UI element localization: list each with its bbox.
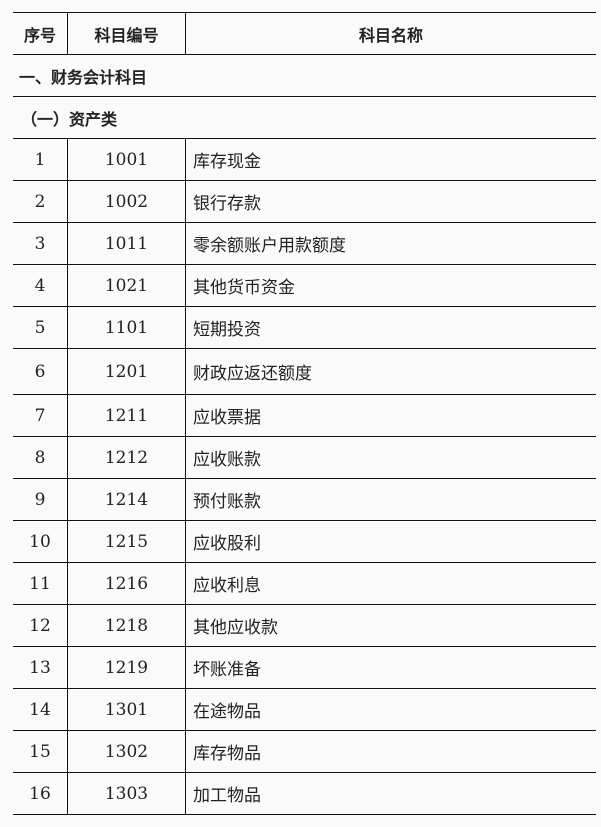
row-no: 15 (13, 730, 68, 773)
row-no: 1 (13, 138, 68, 181)
row-name: 应收利息 (185, 562, 596, 605)
row-name: 应收股利 (185, 520, 596, 563)
table-row: 3 1011 零余额账户用款额度 (13, 222, 596, 265)
row-name: 在途物品 (185, 688, 596, 731)
table-row: 14 1301 在途物品 (13, 688, 596, 731)
header-no: 序号 (13, 12, 68, 55)
row-name: 应收票据 (185, 394, 596, 437)
row-code: 1212 (67, 436, 186, 479)
section-row: 一、财务会计科目 (13, 54, 596, 97)
table-row: 12 1218 其他应收款 (13, 604, 596, 647)
table-row: 9 1214 预付账款 (13, 478, 596, 521)
row-code: 1218 (67, 604, 186, 647)
row-no: 4 (13, 264, 68, 307)
table-row: 16 1303 加工物品 (13, 772, 596, 815)
row-code: 1302 (67, 730, 186, 773)
row-no: 14 (13, 688, 68, 731)
row-code: 1201 (67, 348, 186, 395)
table-row: 4 1021 其他货币资金 (13, 264, 596, 307)
row-no: 2 (13, 180, 68, 223)
row-code: 1303 (67, 772, 186, 815)
row-code: 1301 (67, 688, 186, 731)
table-header-row: 序号 科目编号 科目名称 (13, 12, 596, 55)
table-row: 8 1212 应收账款 (13, 436, 596, 479)
row-no: 12 (13, 604, 68, 647)
row-code: 1215 (67, 520, 186, 563)
subsection-title: （一）资产类 (13, 96, 596, 139)
header-name: 科目名称 (185, 12, 596, 55)
chart-of-accounts-table: 序号 科目编号 科目名称 一、财务会计科目 （一）资产类 1 1001 库存现金 2 1… (13, 12, 596, 815)
row-name: 财政应返还额度 (185, 348, 596, 395)
row-code: 1101 (67, 306, 186, 349)
table-row: 13 1219 坏账准备 (13, 646, 596, 689)
row-name: 坏账准备 (185, 646, 596, 689)
row-no: 7 (13, 394, 68, 437)
row-name: 库存物品 (185, 730, 596, 773)
row-no: 10 (13, 520, 68, 563)
row-no: 6 (13, 348, 68, 395)
subsection-row: （一）资产类 (13, 96, 596, 139)
table-row: 15 1302 库存物品 (13, 730, 596, 773)
row-code: 1211 (67, 394, 186, 437)
table-row: 11 1216 应收利息 (13, 562, 596, 605)
table-row: 1 1001 库存现金 (13, 138, 596, 181)
row-name: 零余额账户用款额度 (185, 222, 596, 265)
row-no: 9 (13, 478, 68, 521)
row-code: 1219 (67, 646, 186, 689)
row-code: 1214 (67, 478, 186, 521)
row-name: 其他应收款 (185, 604, 596, 647)
row-name: 库存现金 (185, 138, 596, 181)
row-name: 预付账款 (185, 478, 596, 521)
row-name: 应收账款 (185, 436, 596, 479)
section-title: 一、财务会计科目 (13, 54, 596, 97)
table-row: 7 1211 应收票据 (13, 394, 596, 437)
table-row: 10 1215 应收股利 (13, 520, 596, 563)
row-code: 1001 (67, 138, 186, 181)
row-name: 银行存款 (185, 180, 596, 223)
row-no: 16 (13, 772, 68, 815)
row-no: 11 (13, 562, 68, 605)
row-no: 5 (13, 306, 68, 349)
row-no: 8 (13, 436, 68, 479)
row-no: 13 (13, 646, 68, 689)
table-row: 6 1201 财政应返还额度 (13, 348, 596, 395)
row-code: 1216 (67, 562, 186, 605)
row-name: 加工物品 (185, 772, 596, 815)
row-code: 1002 (67, 180, 186, 223)
table-row: 5 1101 短期投资 (13, 306, 596, 349)
row-code: 1011 (67, 222, 186, 265)
row-no: 3 (13, 222, 68, 265)
table-row: 2 1002 银行存款 (13, 180, 596, 223)
row-name: 其他货币资金 (185, 264, 596, 307)
row-name: 短期投资 (185, 306, 596, 349)
header-code: 科目编号 (67, 12, 186, 55)
row-code: 1021 (67, 264, 186, 307)
